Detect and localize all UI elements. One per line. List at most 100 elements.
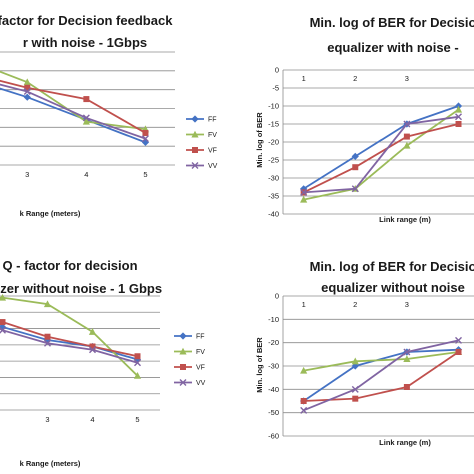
series-line-FF	[303, 348, 459, 402]
legend-label-VF: VF	[196, 365, 205, 372]
data-point-FF	[23, 93, 31, 101]
chart-title: r with noise - 1Gbps	[23, 35, 147, 50]
legend-marker-VF	[180, 364, 186, 370]
data-point-VF	[142, 129, 149, 136]
data-point-FV	[403, 141, 411, 149]
series-line-VV	[303, 339, 459, 412]
chart-title: factor for Decision feedback	[0, 13, 173, 28]
x-tick-label: 4	[90, 415, 94, 424]
legend-marker-VV	[179, 379, 187, 386]
series-group	[0, 293, 142, 379]
legend-label-VV: VV	[196, 380, 206, 387]
data-point-FV	[133, 372, 142, 379]
legend-label-VV: VV	[208, 163, 218, 170]
legend-label-FF: FF	[196, 334, 205, 341]
y-tick-label: -40	[268, 385, 279, 394]
legend-marker-FF	[191, 115, 199, 123]
data-point-VV	[403, 348, 411, 356]
y-tick-label: -10	[268, 315, 279, 324]
series-line-FV	[303, 108, 460, 201]
chart-title: Q - factor for decision	[2, 258, 137, 273]
data-point-VV	[300, 406, 308, 414]
series-group	[300, 336, 463, 414]
data-point-VF	[24, 84, 31, 91]
series-group	[300, 102, 463, 203]
x-tick-label: 4	[84, 170, 88, 179]
data-point-VV	[455, 113, 463, 121]
legend-label-VF: VF	[208, 148, 217, 155]
series-line-FF	[303, 105, 459, 190]
y-axis-label: Min. log of BER	[255, 112, 264, 168]
data-point-FV	[454, 105, 463, 113]
data-point-FF	[351, 152, 359, 160]
chart-br: 0 -10 -20 -30 -40 -50 -60 1 2 3 Min. log of BER fo…	[255, 259, 474, 447]
chart-tl: 3 4 5 factor for Decision feedback r with no…	[0, 13, 218, 218]
data-point-FV	[351, 357, 359, 365]
y-tick-label: -35	[268, 192, 279, 201]
data-point-VV	[351, 385, 359, 393]
x-tick-label: 1	[302, 300, 306, 309]
data-point-FV	[300, 366, 308, 374]
y-tick-label: -20	[268, 338, 279, 347]
data-point-VF	[403, 133, 410, 140]
data-point-VF	[44, 333, 51, 340]
series-line-VV	[303, 115, 459, 194]
x-tick-label: 2	[353, 74, 357, 83]
y-tick-label: -40	[268, 210, 279, 219]
y-tick-label: -5	[272, 84, 279, 93]
data-point-VV	[82, 114, 90, 122]
series-line-VF	[303, 123, 459, 194]
data-point-VV	[134, 359, 141, 367]
data-point-VV	[455, 336, 463, 344]
data-point-VF	[455, 121, 462, 127]
x-axis-label: k Range (meters)	[20, 209, 81, 218]
data-point-VV	[300, 188, 308, 196]
legend: FF FV VF VV	[186, 115, 218, 170]
chart-tr: 0 -5 -10 -15 -20 -25 -30 -35 -40 1 2 3 Min. log of B…	[255, 15, 474, 224]
legend-marker-FF	[179, 332, 187, 340]
x-axis-label: Link range (m)	[379, 215, 431, 224]
y-tick-label: -25	[268, 156, 279, 165]
y-tick-label: -50	[268, 408, 279, 417]
y-tick-label: 0	[275, 66, 279, 75]
x-tick-label: 5	[143, 170, 147, 179]
series-line-VF	[0, 79, 146, 134]
chart-title: equalizer without noise	[321, 280, 465, 295]
legend-label-FV: FV	[208, 132, 217, 139]
data-point-VV	[0, 326, 6, 334]
series-group	[0, 70, 150, 146]
x-axis-label: k Range (meters)	[20, 459, 81, 468]
chart-title: equalizer with noise -	[327, 40, 458, 55]
data-point-VF	[83, 96, 90, 103]
legend-label-FV: FV	[196, 349, 205, 356]
data-point-VF	[352, 164, 359, 171]
data-point-VV	[23, 88, 31, 96]
x-tick-label: 1	[302, 74, 306, 83]
data-point-VF	[455, 349, 462, 355]
series-line-FV	[0, 70, 146, 131]
legend-label-FF: FF	[208, 117, 217, 124]
legend-marker-VV	[191, 162, 199, 169]
legend: FF FV VF VV	[174, 332, 206, 387]
legend-marker-FV	[179, 347, 187, 355]
y-tick-label: -15	[268, 120, 279, 129]
data-point-VV	[44, 339, 51, 347]
data-point-VF	[300, 398, 307, 404]
chart-title: Min. log of BER for Decisio	[310, 259, 474, 274]
y-tick-label: -30	[268, 362, 279, 371]
data-point-VV	[89, 346, 96, 354]
data-point-VF	[89, 343, 96, 350]
data-point-VF	[0, 319, 6, 326]
legend-marker-FV	[191, 130, 199, 138]
data-point-VV	[141, 135, 149, 143]
data-point-VF	[403, 384, 410, 390]
x-tick-label: 2	[353, 300, 357, 309]
legend-marker-VF	[192, 147, 198, 153]
chart-title: ualizer without noise - 1 Gbps	[0, 281, 162, 296]
x-axis-label: Link range (m)	[379, 438, 431, 447]
data-point-FF	[300, 185, 308, 193]
data-point-VV	[351, 185, 359, 193]
data-point-FV	[403, 355, 411, 362]
x-tick-label: 3	[405, 74, 409, 83]
